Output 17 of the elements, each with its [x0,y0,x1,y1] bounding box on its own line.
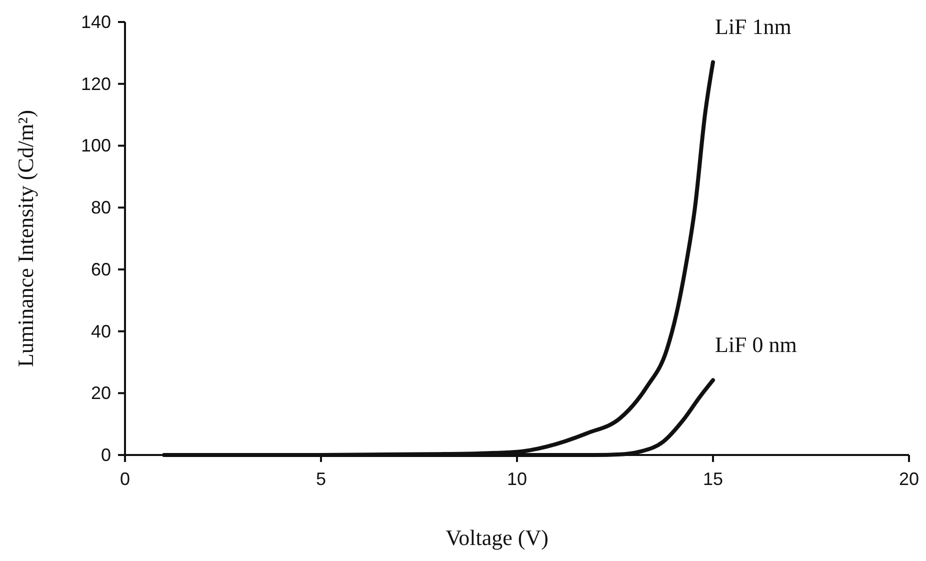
series-label: LiF 1nm [715,14,792,40]
y-tick-label: 40 [90,321,111,342]
x-tick-label: 20 [898,469,920,489]
x-axis-title: Voltage (V) [446,525,548,550]
x-tick-label: 10 [506,469,528,489]
y-tick-label: 100 [80,136,111,156]
y-axis-title: Luminance Intensity (Cd/m²) [13,110,38,368]
x-tick-label: 15 [702,469,724,489]
y-tick-label: 60 [90,259,111,280]
series-label: LiF 0 nm [715,332,797,358]
x-tick-label: 0 [120,469,130,489]
x-tick-label: 5 [316,469,326,489]
y-tick-label: 120 [80,74,111,94]
y-tick-label: 80 [90,198,111,218]
y-tick-label: 0 [100,445,111,465]
y-tick-label: 140 [80,12,111,32]
y-tick-label: 20 [90,383,111,404]
